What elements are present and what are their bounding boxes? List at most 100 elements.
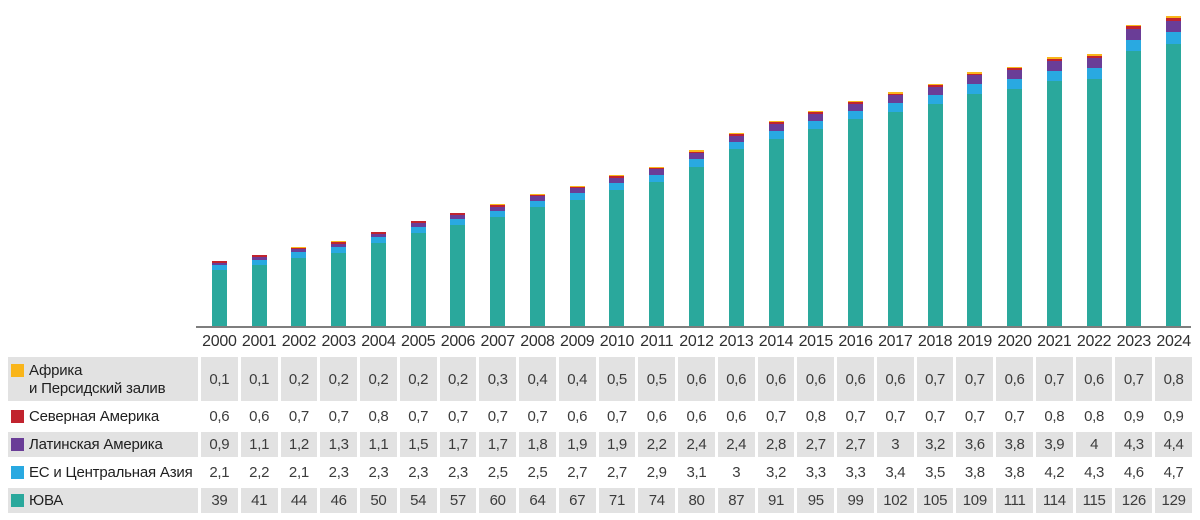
table-cell: 80 [678,488,715,513]
table-cell: 0,6 [726,408,747,425]
table-cell: 0,7 [408,408,429,425]
table-cell: 2,5 [527,464,548,481]
table-cell: 1,9 [598,432,636,457]
bar-segment-2002 [291,249,307,253]
table-cell: 0,7 [766,408,786,425]
table-cell: 0,7 [964,408,985,425]
x-axis-line [196,326,1191,328]
bar-segment-2013 [728,134,744,136]
table-cell: 2,7 [567,464,588,481]
bar-segment-2023 [1126,26,1142,29]
table-cell: 0,5 [598,357,636,401]
table-cell: 1,7 [439,432,477,457]
table-cell: 2,8 [757,432,795,457]
year-label: 2010 [599,333,635,350]
legend-label-cell: Латинская Америка [8,432,198,457]
bar-segment-2018 [927,95,943,104]
bar-2017 [887,92,903,326]
bar-segment-2010 [609,178,625,183]
bar-segment-2018 [927,83,943,86]
table-cell: 2,7 [607,464,627,481]
bar-segment-2003 [331,241,347,242]
year-label: 2003 [321,333,356,350]
table-cell: 0,8 [805,408,826,425]
bar-segment-2014 [768,124,784,132]
bar-segment-2006 [450,212,466,214]
bar-segment-2003 [331,246,347,253]
bar-segment-2002 [291,247,307,248]
table-cell: 2,5 [487,464,508,481]
bar-segment-2013 [728,149,744,326]
table-row: ЮВА 39 41 44 46 50 54 57 60 64 67 71 74 80 87 91 95 99 102… [8,488,1192,513]
table-cell: 3,5 [925,464,946,481]
bar-2007 [490,204,506,326]
bar-2009 [569,185,585,326]
bar-segment-2020 [1007,68,1023,70]
table-cell: 111 [996,488,1033,513]
table-cell: 1,9 [558,432,596,457]
table-cell: 0,6 [996,357,1033,401]
bar-segment-2005 [410,232,426,326]
bar-2016 [848,100,864,326]
bar-2005 [410,220,426,326]
bar-2021 [1046,57,1062,326]
table-cell: 3 [732,464,741,481]
table-cell: 3,8 [964,464,985,481]
bar-segment-2015 [808,114,824,121]
bar-segment-2021 [1046,57,1062,59]
year-label: 2005 [400,333,436,350]
table-cell: 126 [1115,488,1153,513]
bar-segment-2008 [529,201,545,208]
bar-segment-2005 [410,222,426,227]
table-cell: 129 [1155,488,1192,513]
year-label: 2004 [361,333,396,350]
year-label: 2001 [241,333,277,350]
table-cell: 99 [837,488,874,513]
x-axis-labels: 2000 2001 2002 2003 2004 2005 2006 2007 2008 2009… [8,331,1192,353]
bar-segment-2010 [609,175,625,177]
bar-segment-2015 [808,120,824,130]
bar-segment-2000 [211,265,227,271]
bar-segment-2011 [649,174,665,183]
bar-segment-2002 [291,247,307,250]
bar-segment-2021 [1046,58,1062,61]
table-cell: 1,5 [399,432,437,457]
bar-segment-2001 [251,255,267,257]
bar-2024 [1166,16,1182,326]
table-cell: 2,7 [837,432,874,457]
table-cell: 39 [201,488,238,513]
table-cell: 0,6 [209,408,230,425]
table-cell: 2,3 [368,464,389,481]
table-cell: 4,2 [1044,464,1065,481]
bar-segment-2022 [1086,54,1102,56]
bar-segment-2008 [529,207,545,326]
table-cell: 0,8 [368,408,389,425]
table-cell: 0,3 [479,357,517,401]
table-cell: 105 [916,488,954,513]
table-cell: 0,7 [288,408,309,425]
bar-segment-2000 [211,262,227,266]
legend-label-line: ЕС и Центральная Азия [29,463,193,481]
bar-segment-2005 [410,220,426,222]
table-cell: 44 [280,488,318,513]
table-cell: 0,7 [328,408,349,425]
bar-segment-2016 [848,119,864,326]
chart-table-area: 2000 2001 2002 2003 2004 2005 2006 2007 2008 2009… [8,331,1192,516]
bar-segment-2017 [887,95,903,103]
table-cell: 2,7 [797,432,835,457]
bar-segment-2001 [251,256,267,260]
year-label: 2021 [1037,333,1072,350]
bar-segment-2007 [490,217,506,326]
table-cell: 0,7 [487,408,508,425]
bar-segment-2017 [887,93,903,96]
bar-segment-2021 [1046,70,1062,82]
table-cell: 0,6 [567,408,588,425]
bar-segment-2009 [569,186,585,189]
bar-segment-2012 [688,151,704,154]
bar-2001 [251,255,267,326]
table-cell: 3,9 [1035,432,1073,457]
bar-segment-2007 [490,206,506,212]
legend-label-cell: ЮВА [8,488,198,513]
bar-segment-2014 [768,139,784,326]
